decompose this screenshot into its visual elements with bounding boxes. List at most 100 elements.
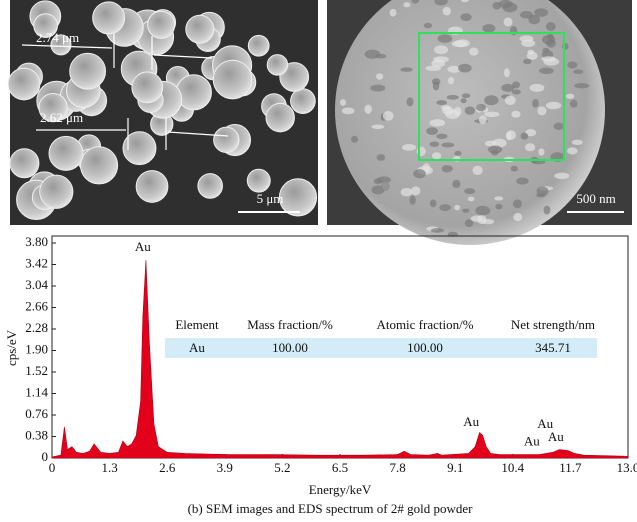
texture — [430, 228, 445, 233]
texture — [513, 212, 523, 222]
texture — [536, 193, 546, 198]
x-tick-label: 2.6 — [159, 460, 176, 475]
texture — [441, 142, 455, 148]
texture — [426, 127, 438, 136]
texture — [401, 143, 417, 151]
texture — [501, 83, 515, 92]
selection-box — [418, 32, 565, 161]
table-row-bg — [165, 338, 597, 358]
particle — [147, 10, 176, 39]
texture — [554, 172, 570, 180]
texture — [339, 99, 347, 106]
texture — [574, 83, 590, 89]
texture — [429, 199, 437, 208]
texture — [410, 186, 421, 196]
texture — [451, 40, 468, 48]
particle — [79, 146, 119, 185]
texture — [434, 45, 449, 55]
texture — [529, 83, 545, 92]
x-tick-label: 3.9 — [217, 460, 233, 475]
table-header: Element — [175, 317, 219, 332]
particle — [122, 131, 157, 166]
texture — [543, 205, 551, 215]
texture — [371, 124, 385, 130]
texture — [429, 119, 446, 127]
texture — [425, 65, 442, 71]
particle — [335, 0, 605, 245]
texture — [439, 204, 451, 212]
texture — [431, 152, 442, 160]
texture — [375, 73, 384, 80]
texture — [460, 13, 472, 21]
particle — [39, 174, 74, 209]
x-tick-label: 1.3 — [101, 460, 117, 475]
measure-lines — [21, 34, 624, 213]
texture — [460, 0, 469, 3]
y-tick-label: 0.76 — [25, 406, 48, 421]
texture — [475, 205, 491, 216]
texture — [524, 143, 536, 152]
particle — [197, 173, 223, 199]
particle — [279, 62, 310, 92]
texture — [482, 24, 496, 33]
texture — [464, 106, 476, 115]
caption: (b) SEM images and EDS spectrum of 2# go… — [188, 501, 474, 516]
texture — [389, 8, 397, 17]
texture — [373, 178, 382, 185]
particle — [9, 148, 40, 179]
spectrum — [51, 259, 629, 459]
x-tick-label: 7.8 — [389, 460, 405, 475]
texture — [460, 98, 467, 104]
particle — [266, 54, 289, 76]
particle — [247, 34, 270, 57]
texture — [487, 145, 503, 154]
texture — [565, 93, 575, 100]
particle — [265, 102, 295, 133]
texture — [434, 0, 448, 6]
texture — [470, 215, 483, 222]
texture — [454, 204, 461, 211]
table-header: Net strength/nm — [511, 317, 595, 332]
y-tick-label: 1.90 — [25, 341, 48, 356]
y-tick-label: 2.66 — [25, 298, 48, 313]
texture — [481, 219, 495, 225]
texture — [341, 107, 355, 115]
texture — [432, 81, 440, 91]
texture — [370, 84, 386, 92]
x-tick-label: 6.5 — [332, 460, 348, 475]
texture — [525, 129, 537, 137]
particle — [213, 126, 240, 154]
x-axis-label: Energy/keV — [309, 482, 372, 497]
texture — [403, 2, 411, 8]
particle — [131, 71, 164, 104]
texture — [494, 196, 504, 201]
annotation: Au — [463, 414, 479, 429]
texture — [537, 106, 547, 116]
texture — [475, 103, 487, 112]
table-header: Atomic fraction/% — [376, 317, 473, 332]
texture — [462, 208, 470, 213]
texture — [520, 11, 533, 19]
y-tick-label: 2.28 — [25, 320, 48, 335]
texture — [364, 49, 381, 59]
y-tick-label: 1.52 — [25, 363, 48, 378]
texture — [516, 177, 529, 185]
texture — [542, 34, 556, 45]
texture — [436, 133, 448, 140]
y-tick-label: 0.38 — [25, 427, 48, 442]
texture — [539, 67, 554, 75]
texture — [437, 34, 453, 43]
particle — [135, 170, 169, 203]
texture — [503, 17, 513, 27]
texture — [464, 219, 474, 227]
scale-bar: 500 nm — [576, 191, 615, 206]
texture — [511, 110, 521, 118]
texture — [541, 56, 556, 62]
annotation: Au — [548, 429, 564, 444]
table-header: Mass fraction/% — [247, 317, 333, 332]
texture — [503, 68, 510, 78]
texture — [512, 199, 522, 209]
texture — [457, 63, 472, 73]
texture — [532, 98, 539, 108]
particle — [7, 67, 41, 101]
